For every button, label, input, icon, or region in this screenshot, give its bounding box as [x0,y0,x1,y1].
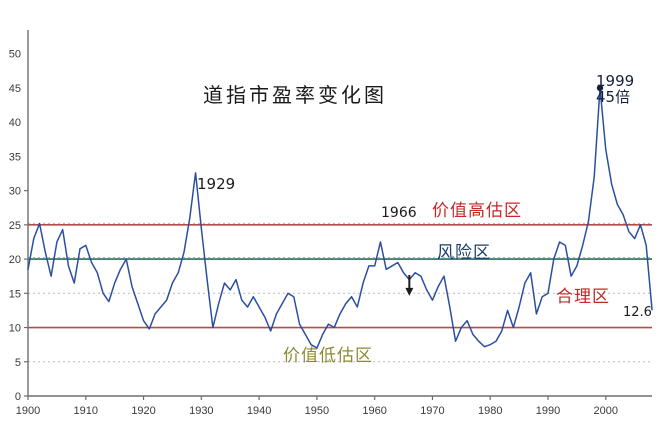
annotation-1966-point: 1966 [381,205,417,221]
svg-text:50: 50 [9,49,21,61]
annotation-1929-peak: 1929 [197,175,236,193]
svg-text:0: 0 [15,391,21,403]
svg-text:1980: 1980 [478,405,502,417]
svg-text:1920: 1920 [131,405,155,417]
svg-text:1990: 1990 [536,405,560,417]
annotation-1999-year: 1999 [596,72,635,90]
svg-text:40: 40 [9,117,21,129]
svg-text:1900: 1900 [16,405,40,417]
annotation-1999-value: 45倍 [596,88,631,106]
svg-text:1930: 1930 [189,405,213,417]
svg-text:45: 45 [9,83,21,95]
annotation-1999-peak: 1999 45倍 [596,73,634,105]
svg-text:1940: 1940 [247,405,271,417]
svg-text:10: 10 [9,323,21,335]
svg-text:1970: 1970 [420,405,444,417]
svg-text:20: 20 [9,254,21,266]
svg-text:1960: 1960 [362,405,386,417]
annotation-overvalued-zone: 价值高估区 [432,201,522,221]
svg-text:1910: 1910 [74,405,98,417]
svg-text:30: 30 [9,186,21,198]
chart-title: 道指市盈率变化图 [203,83,387,107]
annotation-fair-zone: 合理区 [556,287,610,307]
annotation-risk-zone: 风险区 [437,243,491,263]
svg-text:1950: 1950 [305,405,329,417]
svg-text:35: 35 [9,151,21,163]
annotation-undervalued-zone: 价值低估区 [283,346,373,366]
annotation-end-value: 12.6 [623,305,652,320]
svg-text:5: 5 [15,357,21,369]
svg-text:25: 25 [9,220,21,232]
svg-text:15: 15 [9,288,21,300]
svg-text:2000: 2000 [594,405,618,417]
